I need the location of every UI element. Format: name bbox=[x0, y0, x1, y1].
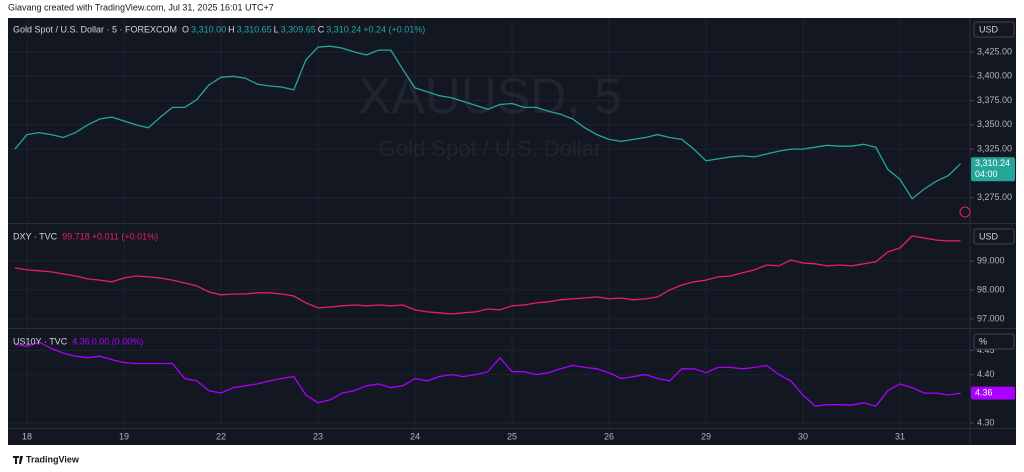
y-tick-label: 4.45 bbox=[977, 345, 995, 355]
legend-item: +0.24 (+0.01%) bbox=[363, 24, 425, 34]
x-tick-label: 18 bbox=[22, 431, 32, 441]
y-tick-label: 97.000 bbox=[977, 313, 1005, 323]
unit-box bbox=[973, 21, 1015, 38]
legend-item: O bbox=[182, 24, 189, 34]
x-tick-label: 24 bbox=[410, 431, 420, 441]
legend-item: +0.011 (+0.01%) bbox=[92, 231, 158, 241]
legend-item: H bbox=[228, 24, 235, 34]
legend-item: 3,309.65 bbox=[281, 24, 316, 34]
watermark: Gold Spot / U.S. Dollar bbox=[379, 136, 602, 161]
x-tick-label: 30 bbox=[798, 431, 808, 441]
y-tick-label: 3,350.00 bbox=[977, 119, 1012, 129]
price-tag-label: 3,310.24 bbox=[975, 158, 1010, 168]
x-tick-label: 31 bbox=[895, 431, 905, 441]
tv-logo bbox=[13, 456, 23, 464]
legend-item: 0.00 (0.00%) bbox=[92, 336, 144, 346]
y-tick-label: 3,400.00 bbox=[977, 71, 1012, 81]
unit-box bbox=[973, 333, 1015, 350]
price-tag bbox=[971, 386, 1015, 400]
x-tick-label: 29 bbox=[701, 431, 711, 441]
x-tick-label: 23 bbox=[313, 431, 323, 441]
footer: TradingView bbox=[26, 454, 80, 464]
y-tick-label: 3,325.00 bbox=[977, 144, 1012, 154]
price-line bbox=[14, 235, 961, 315]
y-tick-label: 4.30 bbox=[977, 418, 995, 428]
x-tick-label: 26 bbox=[604, 431, 614, 441]
watermark: XAUUSD, 5 bbox=[358, 68, 622, 124]
countdown: 04:00 bbox=[975, 169, 998, 179]
legend-item: 3,310.24 bbox=[326, 24, 361, 34]
x-tick-label: 19 bbox=[119, 431, 129, 441]
legend-item: 99.718 bbox=[62, 231, 90, 241]
unit-label: % bbox=[979, 336, 987, 346]
legend-item: DXY · TVC bbox=[13, 231, 58, 241]
y-tick-label: 3,275.00 bbox=[977, 192, 1012, 202]
y-tick-label: 4.40 bbox=[977, 369, 995, 379]
legend-item: 3,310.65 bbox=[237, 24, 272, 34]
legend-item: 4.36 bbox=[72, 336, 90, 346]
legend-item: US10Y · TVC bbox=[13, 336, 68, 346]
y-tick-label: 3,375.00 bbox=[977, 95, 1012, 105]
legend-item: L bbox=[274, 24, 279, 34]
unit-box bbox=[973, 228, 1015, 245]
price-line bbox=[14, 341, 961, 407]
y-tick-label: 3,425.00 bbox=[977, 46, 1012, 56]
x-tick-label: 22 bbox=[216, 431, 226, 441]
unit-label: USD bbox=[979, 231, 999, 241]
legend-item: Gold Spot / U.S. Dollar · 5 · FOREXCOM bbox=[13, 24, 177, 34]
legend-item: C bbox=[318, 24, 325, 34]
alert-icon bbox=[959, 206, 971, 218]
price-tag-label: 4.36 bbox=[975, 387, 993, 397]
price-tag bbox=[971, 157, 1015, 182]
y-tick-label: 99.000 bbox=[977, 255, 1005, 265]
price-line bbox=[14, 45, 962, 200]
unit-label: USD bbox=[979, 24, 999, 34]
legend-item: 3,310.00 bbox=[191, 24, 226, 34]
header: Giavang created with TradingView.com, Ju… bbox=[8, 2, 274, 12]
y-tick-label: 98.000 bbox=[977, 284, 1005, 294]
x-tick-label: 25 bbox=[507, 431, 517, 441]
